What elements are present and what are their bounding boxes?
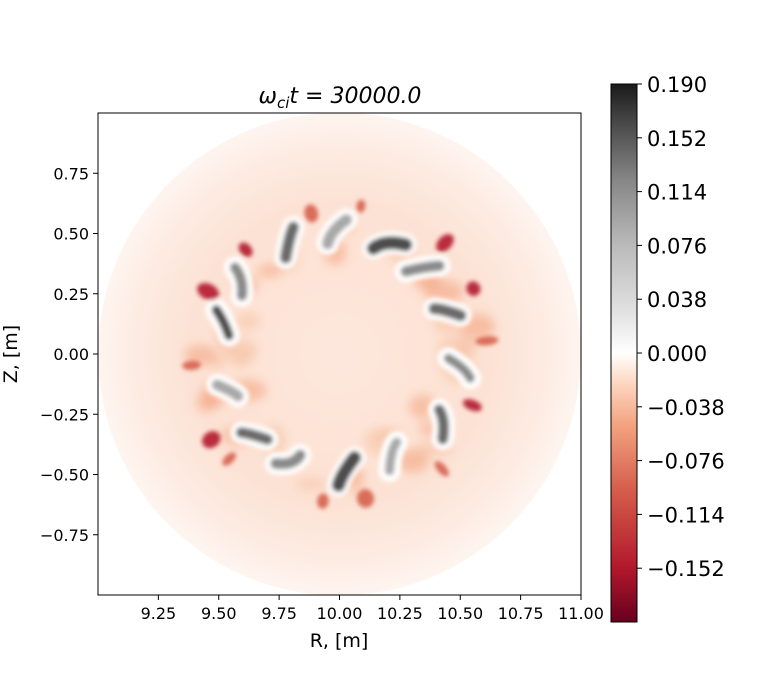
red-lobe [238,242,253,257]
red-lobe [356,489,375,508]
turbulence-ring [182,199,499,509]
gray-eddy [211,379,244,402]
gray-eddy [211,305,234,341]
y-tick-label: −0.25 [40,405,89,424]
gray-eddy [433,404,449,445]
y-tick-label: 0.25 [53,285,89,304]
halo-blob [456,334,477,359]
y-tick-label: 0.50 [53,225,89,244]
gray-eddy [270,449,306,470]
y-tick-label: 0.75 [53,164,89,183]
gray-eddy [384,437,402,476]
x-tick-label: 10.50 [437,604,483,623]
x-tick-label: 11.00 [558,604,604,623]
colorbar-tick-label: 0.190 [647,73,707,97]
x-tick-label: 10.75 [498,604,544,623]
gray-eddy [279,221,300,264]
plot-area [98,113,581,595]
colorbar-tick-label: 0.038 [647,288,707,312]
colorbar-tick-label: −0.076 [647,450,725,474]
red-lobe [304,204,319,223]
red-lobe [197,282,219,301]
y-tick-label: −0.75 [40,526,89,545]
red-lobe [182,360,201,370]
colorbar-tick-label: −0.114 [647,503,725,527]
halo-blob [184,344,217,366]
y-tick-label: 0.00 [53,345,89,364]
x-tick-label: 10.00 [317,604,363,623]
gray-eddy [331,451,362,492]
halo-blob [396,448,430,473]
red-lobe [462,399,482,412]
gray-eddy [400,260,445,277]
colorbar-tick-label: −0.152 [647,557,725,581]
red-lobe [317,493,329,509]
colorbar [610,83,638,623]
halo-blob [230,347,253,369]
x-tick-label: 9.25 [141,604,177,623]
colorbar-tick-label: 0.076 [647,234,707,258]
domain-disk [98,113,581,595]
y-axis-label: Z, [m] [0,325,22,383]
halo-blob [295,477,327,491]
x-axis: 9.25 9.50 9.75 10.00 10.25 10.50 10.75 11.00 [141,595,604,623]
red-lobe [222,452,237,466]
colorbar-tick-label: 0.000 [647,342,707,366]
gray-eddy [321,214,353,250]
red-lobe [436,234,454,253]
colorbar-ticks: 0.190 0.152 0.114 0.076 0.038 0.000 −0.038 −0.0… [637,73,725,581]
gray-eddy [229,262,248,301]
red-lobe [466,281,481,296]
x-tick-label: 9.50 [201,604,237,623]
red-lobe [434,461,449,477]
red-lobe [475,336,499,346]
x-axis-label: R, [m] [310,630,369,652]
halo-blob [257,264,283,278]
title-subscript: ci [277,94,290,112]
y-tick-label: −0.50 [40,466,89,485]
colorbar-tick-label: 0.114 [647,181,707,205]
x-tick-label: 10.25 [377,604,423,623]
gray-eddy [366,236,413,255]
gray-eddy [235,427,273,445]
gray-eddy [428,302,467,322]
x-tick-label: 9.75 [261,604,297,623]
red-lobe [202,431,221,449]
y-axis: 0.75 0.50 0.25 0.00 −0.25 −0.50 −0.75 [40,164,98,545]
gray-eddy [443,353,475,383]
title-omega: ω [259,84,277,109]
colorbar-tick-label: 0.152 [647,127,707,151]
title-rest: t = 30000.0 [289,84,421,109]
chart-title: ωcit = 30000.0 [259,84,422,112]
colorbar-tick-label: −0.038 [647,396,725,420]
halo-blob [236,312,261,331]
red-lobe [356,199,366,213]
